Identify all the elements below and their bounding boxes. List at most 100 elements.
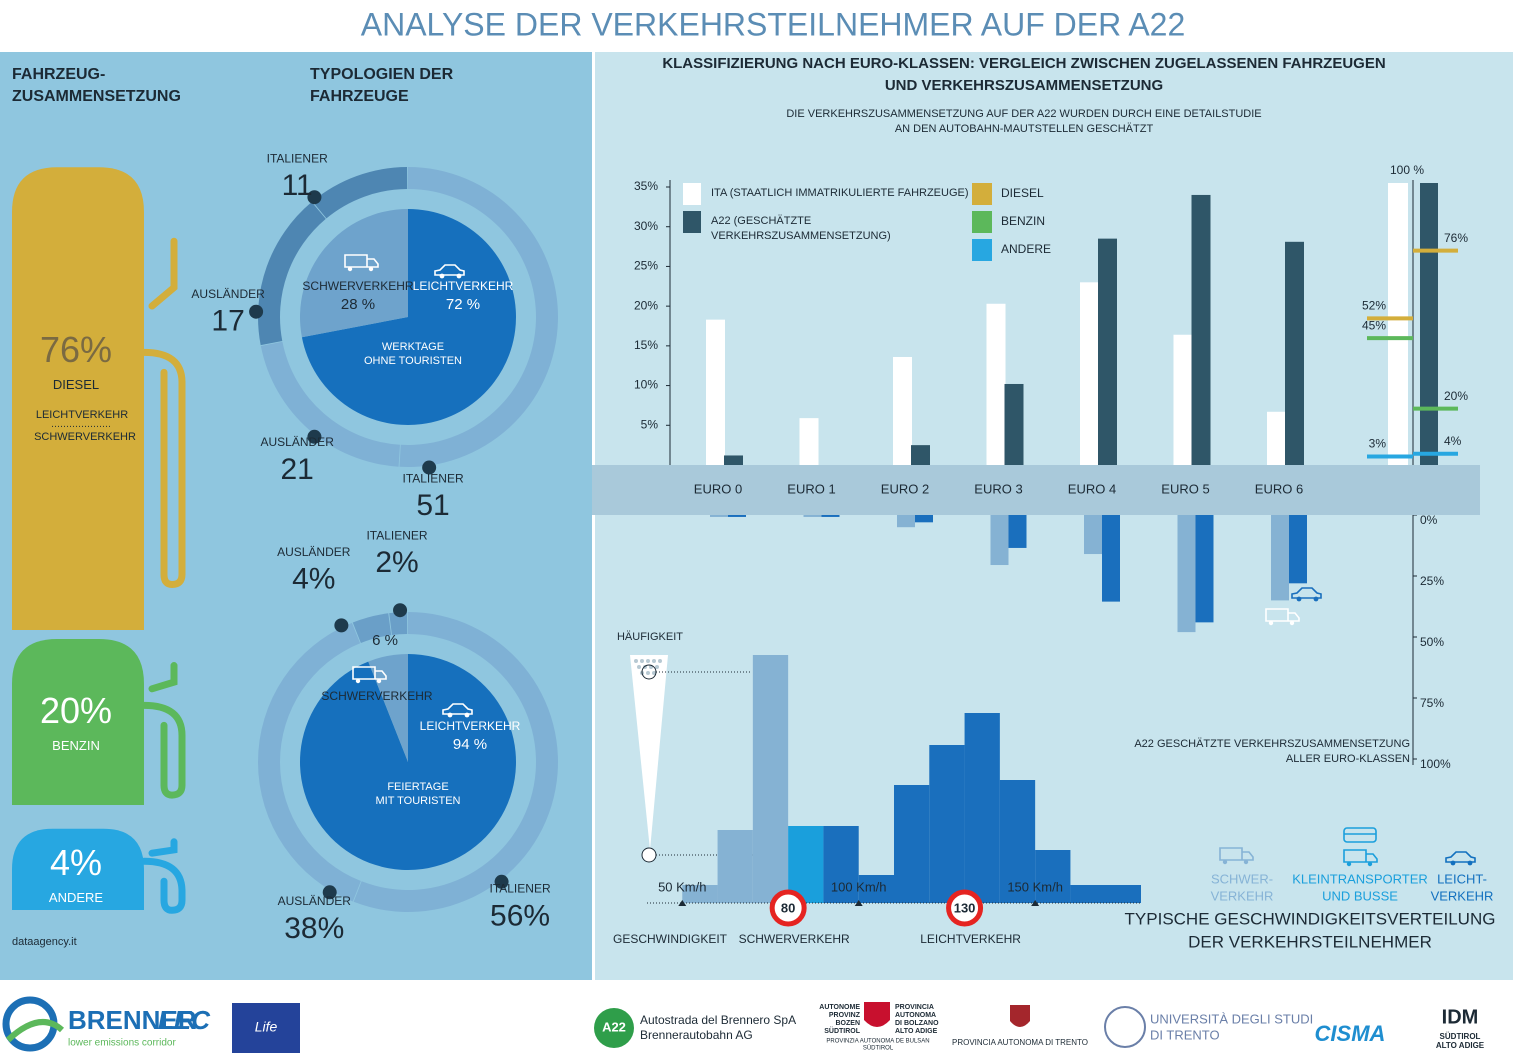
cone-dot (646, 659, 650, 663)
tank-nozzle (140, 701, 186, 799)
x-tick-label: 150 Km/h (1007, 879, 1063, 894)
value-label: 20% (40, 690, 112, 731)
x-tick-label: EURO 2 (881, 481, 929, 496)
y-tick-label: 5% (641, 417, 659, 431)
x-axis-label: GESCHWINDIGKEIT (613, 932, 728, 946)
logo-text: SÜDTIROL (1440, 1032, 1481, 1041)
y-tick-label: 10% (634, 378, 658, 392)
legend-label: ANDERE (1001, 242, 1051, 256)
legend-swatch (972, 239, 992, 261)
category-label: ANDERE (49, 890, 104, 905)
logo-text: BOZEN (836, 1020, 861, 1027)
legend-label: VERKEHR (1211, 888, 1274, 903)
share-label: 76% (1444, 231, 1468, 245)
logo-text: SÜDTIROL (863, 1045, 894, 1052)
tank-nozzle (140, 348, 186, 588)
truck-wheel (347, 266, 353, 272)
ring-segment (352, 613, 392, 643)
logo-text: ALTO ADIGE (1436, 1041, 1485, 1050)
value-label: 4% (50, 842, 102, 883)
car-wheel (439, 273, 445, 279)
x-tick-label: 50 Km/h (658, 879, 706, 894)
tank (12, 639, 144, 805)
cone-dot (652, 659, 656, 663)
truck-wheel (368, 266, 374, 272)
ring-segment (258, 202, 326, 346)
histogram-bar (1035, 850, 1071, 903)
ring-value: 17 (211, 305, 244, 338)
bar (1084, 515, 1102, 555)
ring-category: ITALIENER (366, 528, 427, 542)
ring-dot (307, 429, 322, 444)
category-label: BENZIN (52, 738, 100, 753)
bar (1080, 282, 1099, 465)
sub-label: SCHWERVERKEHR (34, 431, 136, 443)
bar (1191, 194, 1211, 465)
logo-text: A22 (602, 1019, 626, 1034)
ring-dot (494, 874, 509, 889)
x-tick-label: 100 Km/h (831, 879, 887, 894)
bar (1289, 515, 1307, 584)
legend-swatch (972, 211, 992, 233)
slice-value: 6 % (372, 632, 398, 649)
bar (724, 455, 743, 465)
legend-label: ITA (STAATLICH IMMATRIKULIERTE FAHRZEUGE… (711, 187, 969, 199)
pie-slice (301, 209, 516, 426)
source: dataagency.it (12, 936, 77, 948)
truck-wheel (1346, 861, 1352, 867)
logo-text: PROVINCIA AUTONOMA DI TRENTO (952, 1038, 1088, 1047)
car-icon (1291, 587, 1322, 599)
bar (911, 445, 930, 465)
truck-icon (1219, 847, 1254, 861)
y-axis-label: HÄUFIGKEIT (617, 631, 683, 643)
bar (1098, 238, 1117, 465)
legend-swatch (683, 211, 701, 233)
truck-wheel (1243, 859, 1249, 865)
legend-label: SCHWER- (1211, 871, 1273, 886)
truck-icon (352, 666, 387, 680)
histogram-bar (752, 655, 789, 903)
bolzano-shield (864, 1002, 890, 1027)
ring-value: 38% (284, 912, 344, 945)
truck-wheel (1289, 620, 1295, 626)
logo-text: AUTONOME (819, 1004, 860, 1011)
chart-title: TYPISCHE GESCHWINDIGKEITSVERTEILUNG (1125, 909, 1496, 928)
chart-subtitle: AN DEN AUTOBAHN-MAUTSTELLEN GESCHÄTZT (895, 123, 1154, 135)
category-label: DIESEL (53, 377, 99, 392)
logo-text: LEC (158, 1005, 211, 1035)
x-tick-label: EURO 6 (1255, 481, 1303, 496)
bar (1271, 515, 1289, 601)
bar (897, 515, 915, 528)
cone-dot (652, 671, 656, 675)
ring-segment (258, 622, 361, 902)
cone-dot (634, 659, 638, 663)
chart-title: ZUSAMMENSETZUNG (12, 88, 181, 105)
ring-category: ITALIENER (402, 471, 463, 485)
brenner-road (5, 1019, 65, 1043)
ring-category: AUSLÄNDER (278, 894, 352, 908)
bar (1177, 515, 1196, 633)
ring-category: AUSLÄNDER (277, 545, 351, 559)
legend-label: LEICHT- (1437, 871, 1487, 886)
x-tick (1031, 900, 1040, 906)
share-label: 45% (1362, 318, 1386, 332)
logo-text: IDM (1442, 1006, 1479, 1028)
x-tick-label: EURO 5 (1161, 481, 1209, 496)
truck-wheel (1222, 859, 1228, 865)
center-label: MIT TOURISTEN (376, 795, 461, 807)
cone-dot (646, 671, 650, 675)
tank-nozzle (140, 857, 186, 914)
ring-segment (312, 167, 408, 219)
logo-text: PROVINZ (829, 1012, 861, 1019)
logo-text: Brennerautobahn AG (640, 1028, 753, 1042)
ring-dot (307, 190, 322, 205)
slice-value: 28 % (341, 296, 375, 313)
chart-title: KLASSIFIZIERUNG NACH EURO-KLASSEN: VERGL… (662, 55, 1385, 72)
share-label: 20% (1444, 389, 1468, 403)
total-bar (1420, 183, 1438, 465)
value-label: 76% (40, 329, 112, 370)
share-label: 52% (1362, 299, 1386, 313)
pie-slice (300, 209, 408, 338)
x-tick-label: EURO 1 (787, 481, 835, 496)
